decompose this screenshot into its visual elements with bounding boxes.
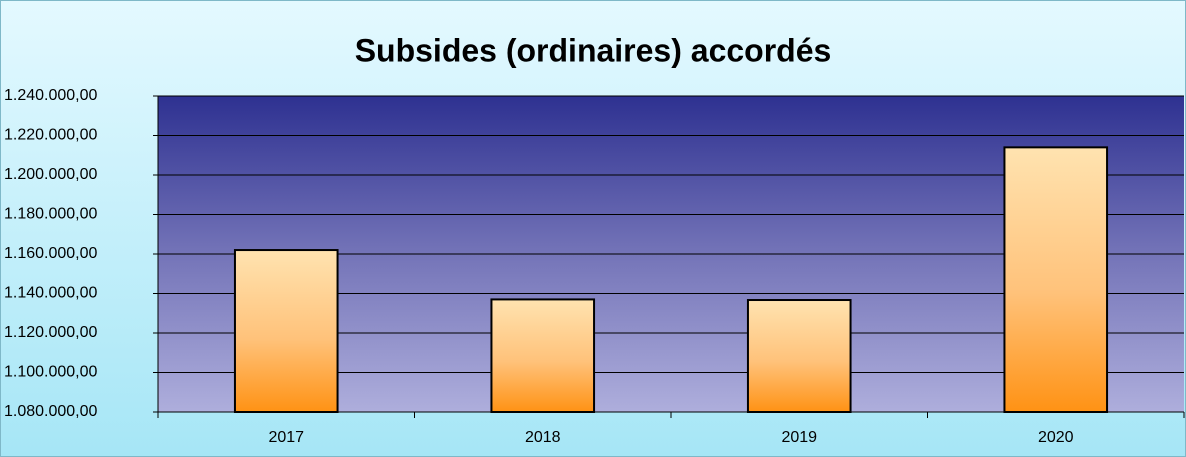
x-tick-label: 2019 (781, 429, 817, 446)
y-tick-label: 1.220.000,00 (4, 127, 98, 144)
bar (746, 299, 852, 413)
y-tick-label: 1.240.000,00 (4, 87, 98, 104)
y-tick-label: 1.080.000,00 (4, 403, 98, 420)
bar (233, 249, 339, 413)
x-tick-label: 2017 (268, 429, 304, 446)
y-tick-label: 1.100.000,00 (4, 364, 98, 381)
y-tick-label: 1.180.000,00 (4, 206, 98, 223)
bar (1003, 146, 1109, 413)
x-tick-label: 2018 (525, 429, 561, 446)
y-tick-label: 1.140.000,00 (4, 285, 98, 302)
y-tick-label: 1.200.000,00 (4, 166, 98, 183)
x-tick-label: 2020 (1038, 429, 1074, 446)
y-tick-label: 1.160.000,00 (4, 245, 98, 262)
chart-title: Subsides (ordinaires) accordés (355, 32, 832, 68)
y-tick-label: 1.120.000,00 (4, 324, 98, 341)
bar (490, 298, 596, 413)
